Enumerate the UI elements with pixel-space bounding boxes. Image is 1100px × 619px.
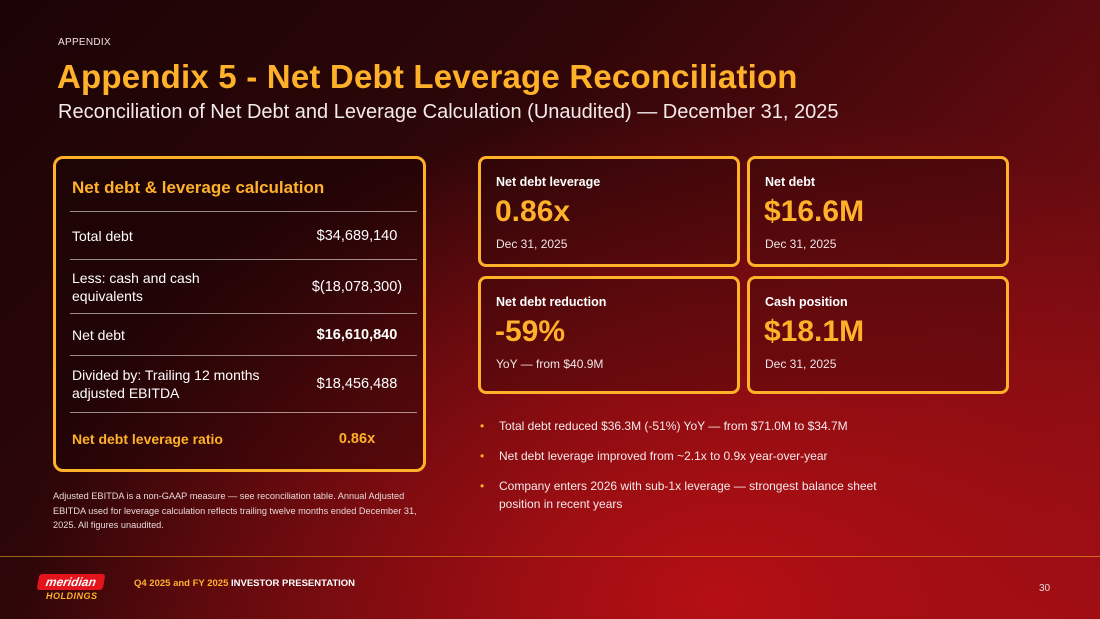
row-label: Divided by: Trailing 12 months adjusted … — [72, 367, 260, 401]
list-item: Total debt reduced $36.3M (-51%) YoY — f… — [480, 417, 920, 435]
kpi-card-cash-position: Cash position $18.1M Dec 31, 2025 — [747, 276, 1009, 394]
presentation-label: Q4 2025 and FY 2025 INVESTOR PRESENTATIO… — [134, 578, 355, 589]
kpi-card-net-debt-reduction: Net debt reduction -59% YoY — from $40.9… — [478, 276, 740, 394]
company-logo: meridian HOLDINGS — [36, 574, 108, 604]
kpi-label: Net debt — [765, 175, 815, 189]
presentation-name: INVESTOR PRESENTATION — [231, 578, 356, 589]
kpi-subtext: Dec 31, 2025 — [765, 357, 837, 371]
table-row: Divided by: Trailing 12 months adjusted … — [70, 356, 417, 413]
row-label: Total debt — [72, 227, 133, 244]
kpi-card-net-debt: Net debt $16.6M Dec 31, 2025 — [747, 156, 1009, 267]
eyebrow-label: APPENDIX — [58, 37, 111, 48]
row-value: $16,610,840 — [316, 326, 398, 343]
row-label: Net debt leverage ratio — [72, 431, 223, 447]
row-value: $34,689,140 — [316, 227, 398, 244]
page-subtitle: Reconciliation of Net Debt and Leverage … — [58, 101, 839, 123]
row-label: Less: cash and cash equivalents — [72, 269, 200, 304]
kpi-label: Net debt reduction — [496, 295, 607, 309]
kpi-card-net-debt-leverage: Net debt leverage 0.86x Dec 31, 2025 — [478, 156, 740, 267]
table-row: Total debt $34,689,140 — [70, 212, 417, 260]
kpi-value: 0.86x — [495, 195, 571, 228]
kpi-subtext: YoY — from $40.9M — [496, 357, 604, 371]
presentation-period: Q4 2025 and FY 2025 — [134, 578, 229, 589]
row-value: 0.86x — [338, 431, 376, 447]
kpi-label: Cash position — [765, 295, 848, 309]
calculation-panel-title: Net debt & leverage calculation — [72, 178, 325, 197]
kpi-value: $16.6M — [764, 195, 865, 228]
kpi-value: -59% — [495, 315, 566, 348]
list-item: Company enters 2026 with sub-1x leverage… — [480, 477, 920, 513]
highlights-list: Total debt reduced $36.3M (-51%) YoY — f… — [480, 417, 920, 525]
logo-subtitle: HOLDINGS — [46, 591, 98, 601]
calculation-panel: Net debt & leverage calculation Total de… — [53, 156, 426, 472]
page-title: Appendix 5 - Net Debt Leverage Reconcili… — [57, 58, 798, 95]
kpi-label: Net debt leverage — [496, 175, 601, 189]
footer-divider — [0, 556, 1100, 557]
page-number: 30 — [1039, 583, 1051, 594]
calculation-table: Total debt $34,689,140 Less: cash and ca… — [70, 211, 417, 465]
table-row-total: Net debt leverage ratio 0.86x — [70, 413, 417, 465]
row-label: Net debt — [72, 326, 125, 343]
list-item: Net debt leverage improved from ~2.1x to… — [480, 447, 920, 465]
table-row: Net debt $16,610,840 — [70, 314, 417, 356]
logo-wordmark: meridian — [36, 574, 106, 590]
row-value: $18,456,488 — [316, 376, 398, 392]
row-value: $(18,078,300) — [311, 278, 403, 295]
kpi-subtext: Dec 31, 2025 — [496, 237, 568, 251]
kpi-value: $18.1M — [764, 315, 865, 348]
footnote: Adjusted EBITDA is a non-GAAP measure — … — [53, 491, 417, 530]
kpi-subtext: Dec 31, 2025 — [765, 237, 837, 251]
table-row: Less: cash and cash equivalents $(18,078… — [70, 260, 417, 314]
